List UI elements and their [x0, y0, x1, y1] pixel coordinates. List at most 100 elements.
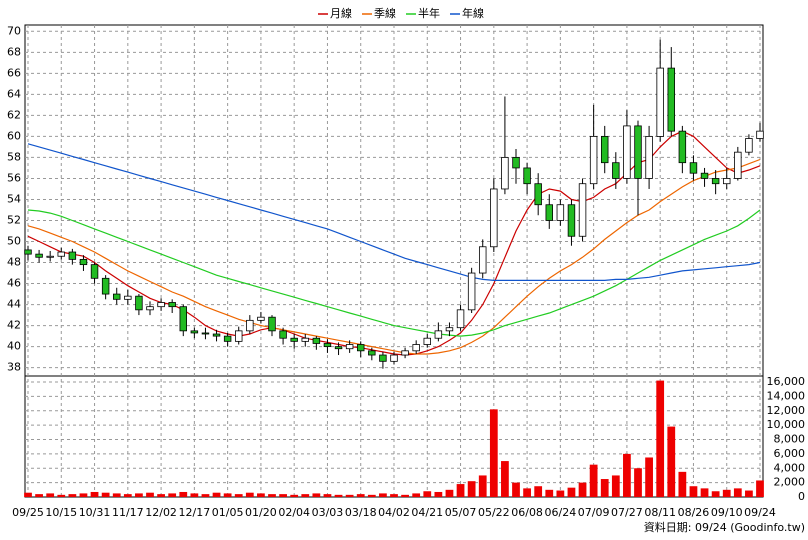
- volume-bar: [245, 492, 254, 497]
- candle-body: [623, 125, 631, 179]
- x-tick-label: 04/21: [411, 506, 443, 519]
- candle-body: [234, 330, 243, 342]
- volume-bar: [434, 491, 443, 497]
- candle-body: [434, 330, 443, 339]
- y-tick-label: 42: [7, 319, 21, 332]
- candle-body: [390, 354, 398, 362]
- y-tick-label: 38: [7, 361, 21, 374]
- volume-bar: [268, 494, 276, 497]
- x-tick-label: 05/07: [445, 506, 477, 519]
- x-tick-label: 07/09: [578, 506, 610, 519]
- candle-body: [334, 346, 343, 350]
- x-tick-label: 08/26: [678, 506, 710, 519]
- candle-body: [345, 344, 354, 350]
- legend-label: 季線: [374, 6, 396, 20]
- volume-bar: [611, 475, 620, 497]
- volume-bar: [24, 492, 32, 497]
- volume-bar: [90, 491, 99, 497]
- x-tick-label: 10/15: [45, 506, 77, 519]
- volume-bar: [345, 494, 354, 497]
- volume-bar: [168, 493, 177, 497]
- y-tick-label: 58: [7, 150, 21, 163]
- y2-tick-label: 4,000: [774, 461, 806, 474]
- volume-bar: [600, 479, 609, 497]
- x-tick-label: 11/17: [112, 506, 144, 519]
- candle-body: [79, 258, 88, 266]
- candle-body: [512, 157, 520, 169]
- volume-bar: [312, 493, 321, 497]
- candle-body: [24, 249, 32, 255]
- legend-label: 年線: [462, 6, 484, 20]
- candle-body: [745, 138, 753, 153]
- volume-bar: [700, 488, 709, 497]
- volume-bar: [135, 493, 143, 497]
- y-tick-label: 68: [7, 45, 21, 58]
- x-tick-label: 09/10: [711, 506, 743, 519]
- candle-body: [645, 136, 653, 179]
- candle-body: [412, 344, 420, 352]
- volume-bar: [123, 494, 132, 497]
- volume-bar: [190, 493, 199, 497]
- candle-body: [135, 295, 143, 311]
- candle-body: [124, 295, 132, 300]
- candle-body: [756, 130, 764, 139]
- y2-tick-label: 12,000: [767, 404, 806, 417]
- y-tick-label: 54: [7, 192, 21, 205]
- volume-bar: [512, 482, 520, 497]
- candle-body: [545, 204, 553, 221]
- volume-bar: [556, 490, 565, 497]
- candle-body: [656, 67, 664, 137]
- candle-body: [401, 350, 409, 356]
- candle-body: [379, 354, 387, 362]
- volume-bar: [545, 489, 554, 497]
- candle-body: [101, 277, 110, 295]
- candle-body: [601, 136, 609, 164]
- volume-bar: [234, 494, 243, 497]
- volume-bar: [667, 426, 676, 497]
- volume-bar: [567, 487, 576, 497]
- candle-body: [368, 350, 376, 356]
- volume-bar: [634, 468, 642, 497]
- candle-body: [35, 253, 43, 258]
- y2-tick-label: 10,000: [767, 418, 806, 431]
- volume-bar: [711, 491, 720, 497]
- volume-bar: [301, 494, 310, 497]
- volume-bar: [623, 453, 631, 497]
- candle-body: [578, 183, 587, 237]
- candle-body: [290, 337, 298, 342]
- source-note: 資料日期: 09/24 (Goodinfo.tw): [644, 520, 805, 534]
- candle-body: [556, 204, 565, 221]
- y2-tick-label: 16,000: [767, 375, 806, 388]
- candle-body: [534, 183, 542, 206]
- candle-body: [634, 125, 642, 179]
- volume-bar: [722, 489, 731, 497]
- volume-bar: [589, 464, 598, 497]
- legend-label: 半年: [418, 6, 440, 20]
- candle-body: [490, 188, 498, 248]
- candle-body: [57, 251, 65, 257]
- candle-body: [478, 246, 487, 274]
- candle-body: [445, 327, 454, 332]
- volume-bar: [157, 494, 165, 497]
- volume-bar: [379, 493, 387, 497]
- x-tick-label: 03/18: [345, 506, 377, 519]
- x-tick-label: 09/25: [12, 506, 44, 519]
- volume-bar: [390, 494, 398, 497]
- moving-average-line: [27, 143, 761, 281]
- y-tick-label: 62: [7, 108, 21, 121]
- y2-tick-label: 8,000: [774, 433, 806, 446]
- candle-body: [90, 264, 99, 279]
- candle-body: [179, 306, 187, 332]
- candle-body: [356, 344, 365, 352]
- volume-bar: [401, 494, 409, 497]
- volume-bar: [223, 493, 232, 497]
- candle-body: [612, 162, 620, 179]
- volume-bar: [179, 491, 188, 497]
- y-tick-label: 70: [7, 24, 21, 37]
- candle-body: [223, 335, 232, 342]
- volume-bar: [412, 493, 421, 497]
- x-tick-label: 06/08: [511, 506, 543, 519]
- y2-tick-label: 2,000: [774, 476, 806, 489]
- candle-body: [279, 330, 287, 339]
- x-tick-label: 03/03: [312, 506, 344, 519]
